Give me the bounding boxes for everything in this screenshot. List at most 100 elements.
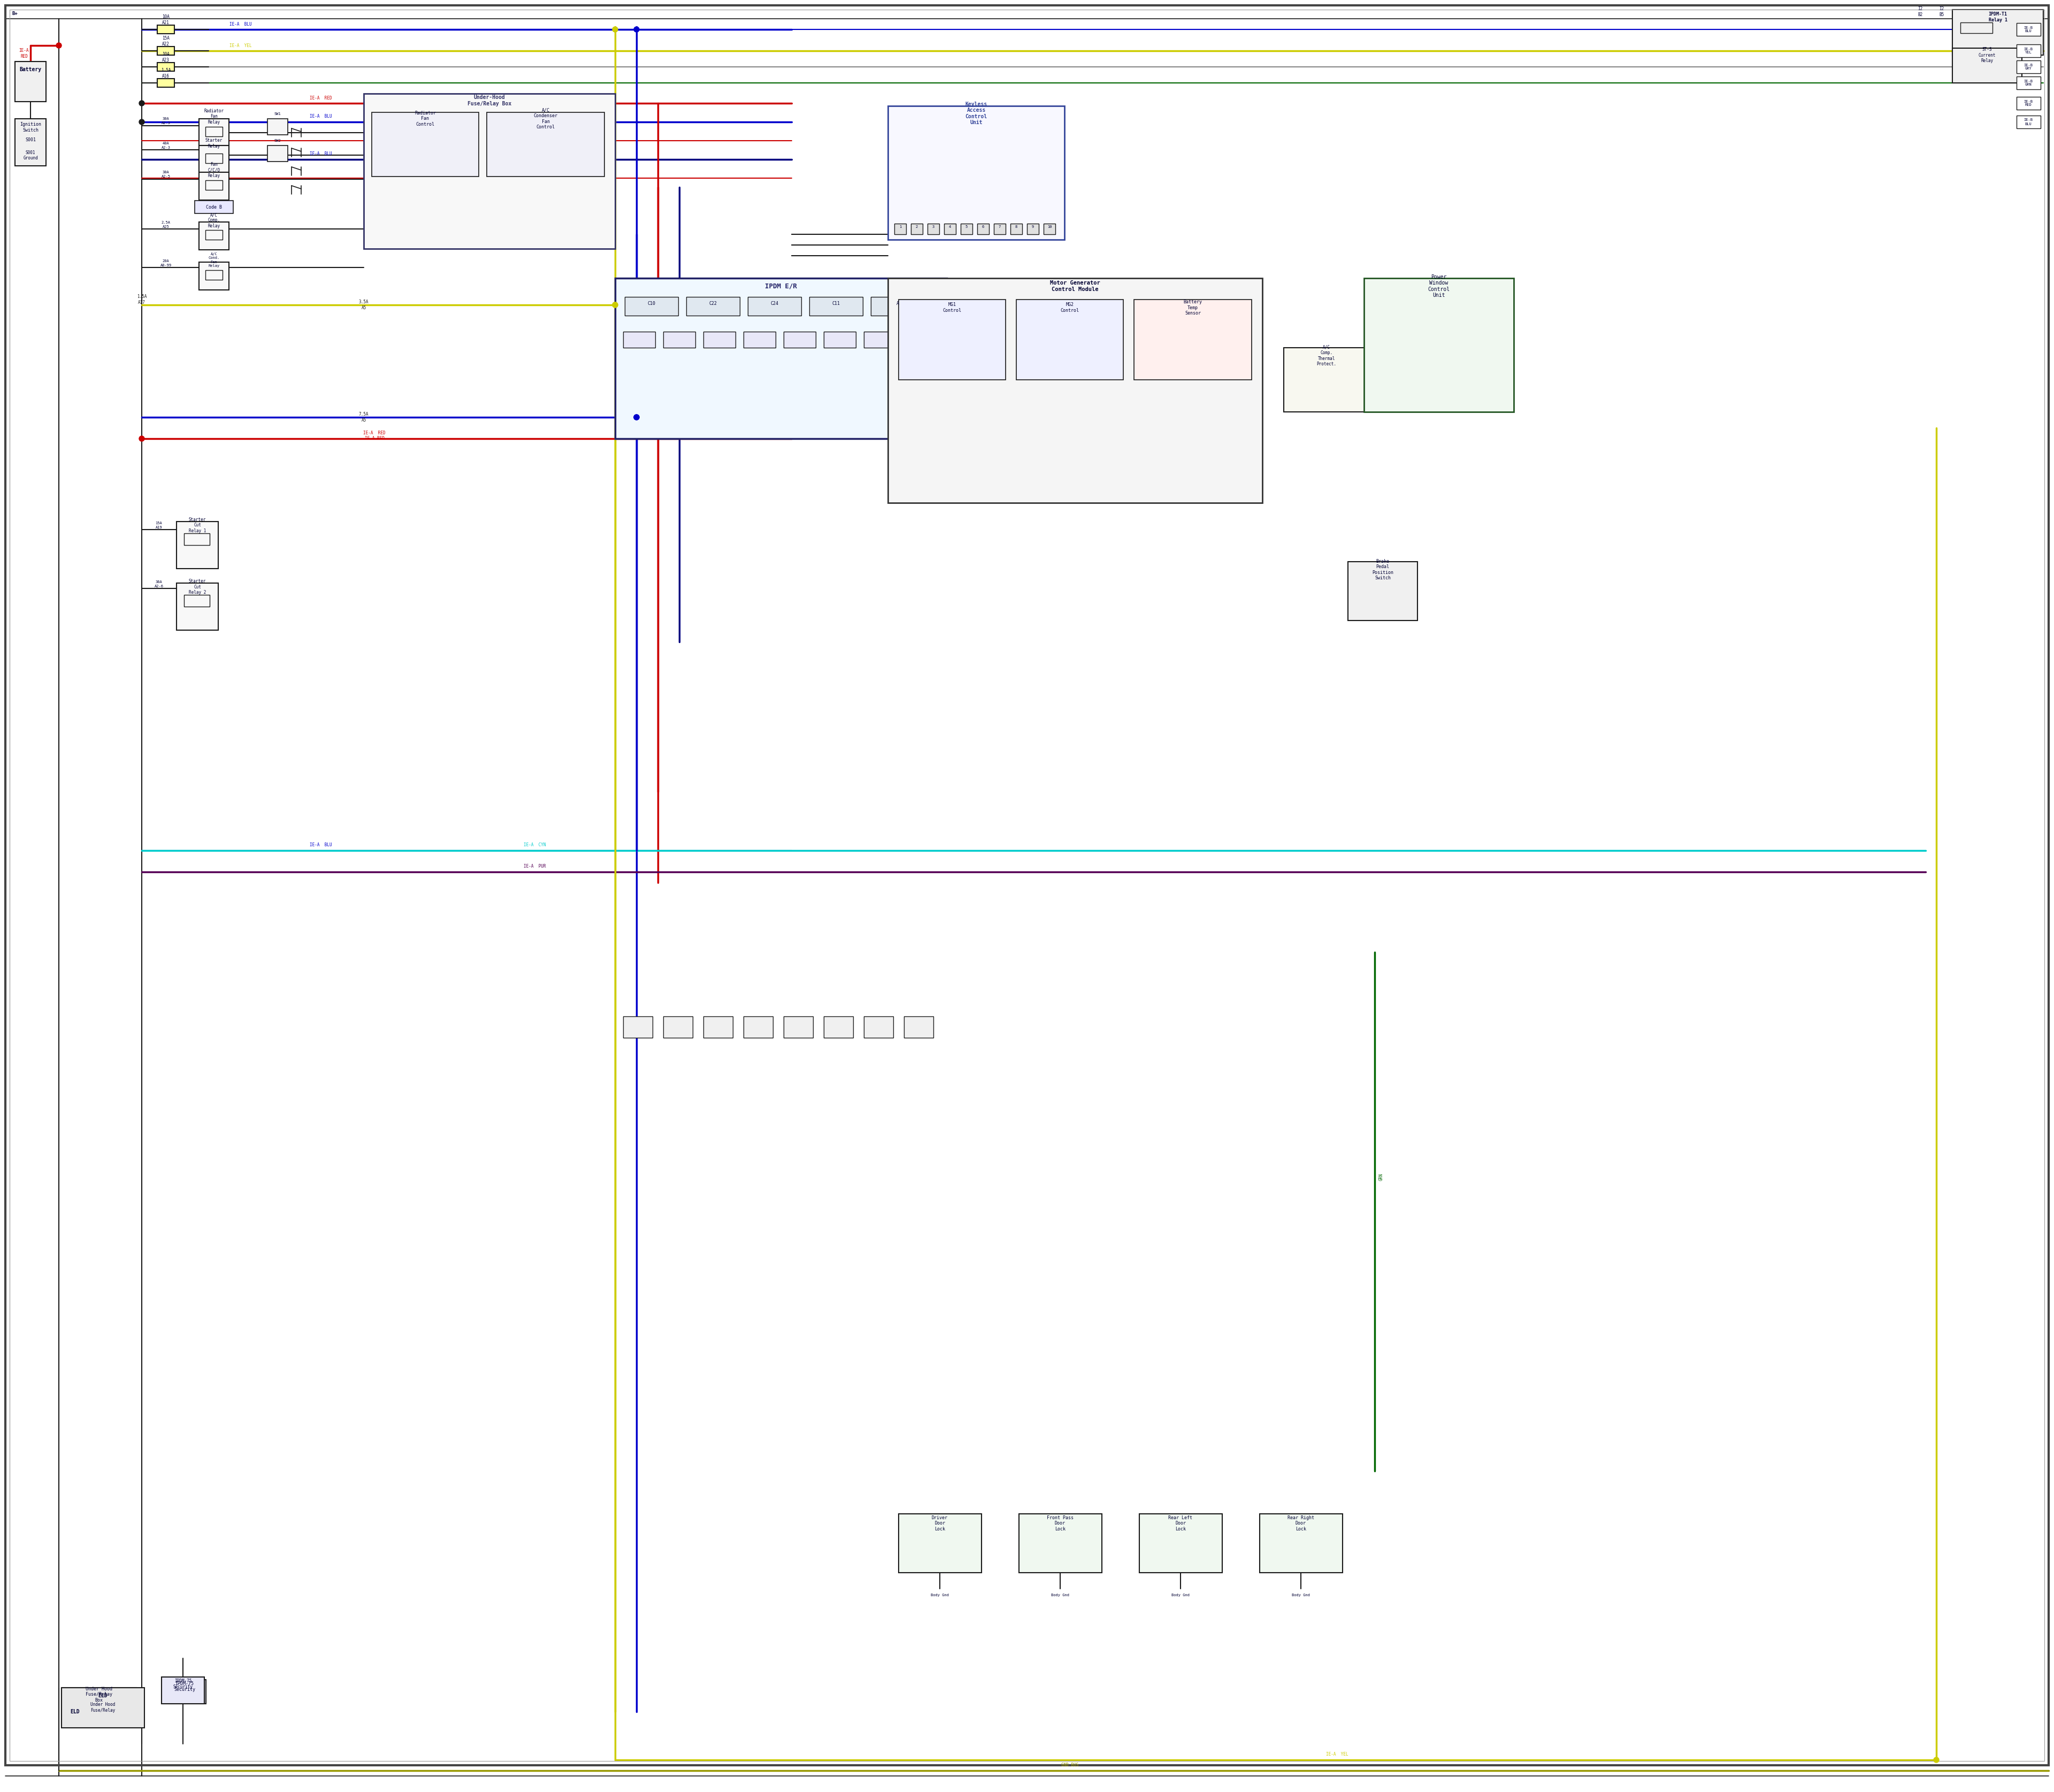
Bar — [1284, 348, 1370, 412]
Text: Body Gnd: Body Gnd — [1171, 1593, 1189, 1597]
Text: A/C
Comp.
Thermal
Protect.: A/C Comp. Thermal Protect. — [1317, 346, 1337, 367]
Text: I2
B2: I2 B2 — [1918, 7, 1923, 16]
Text: IE-A  RED: IE-A RED — [364, 430, 386, 435]
Bar — [2017, 115, 2040, 129]
Bar — [622, 1016, 653, 1038]
Bar — [185, 595, 210, 607]
Bar — [945, 224, 955, 235]
Text: 5: 5 — [965, 226, 967, 228]
Bar — [928, 224, 939, 235]
Circle shape — [1933, 1758, 1939, 1763]
Circle shape — [140, 435, 144, 441]
Text: 1.5A
A17: 1.5A A17 — [138, 294, 146, 305]
Bar — [2017, 97, 2040, 109]
Bar — [158, 63, 175, 72]
Text: Radiator
Fan
Relay: Radiator Fan Relay — [203, 109, 224, 125]
Bar — [904, 1016, 933, 1038]
Bar — [910, 224, 922, 235]
Text: 7.5A
A5: 7.5A A5 — [359, 412, 368, 423]
Bar — [622, 332, 655, 348]
Text: 15A
A22: 15A A22 — [162, 36, 170, 47]
Text: GND BUS: GND BUS — [1062, 1763, 1078, 1767]
Bar — [205, 271, 222, 280]
Text: IE-B
RED: IE-B RED — [2023, 100, 2033, 108]
Bar — [900, 299, 1006, 380]
Text: IPDM-75
Security: IPDM-75 Security — [175, 1681, 195, 1692]
Bar — [205, 154, 222, 163]
Bar — [663, 332, 696, 348]
Bar — [62, 1688, 136, 1726]
Bar — [994, 224, 1006, 235]
Bar — [744, 332, 776, 348]
Bar — [205, 181, 222, 190]
Bar — [158, 79, 175, 88]
Bar — [487, 113, 604, 177]
Text: IE-A  YEL: IE-A YEL — [1327, 1753, 1347, 1756]
Bar — [893, 224, 906, 235]
Text: IE-A  YEL: IE-A YEL — [230, 43, 253, 48]
Text: Starter
Relay: Starter Relay — [205, 138, 222, 149]
Text: A/C
Condenser
Fan
Control: A/C Condenser Fan Control — [534, 108, 557, 129]
Text: IE-A  BLU: IE-A BLU — [310, 842, 333, 848]
Text: Body Gnd: Body Gnd — [1052, 1593, 1070, 1597]
Bar — [1140, 1514, 1222, 1573]
Text: Fan
C/C/O
Relay: Fan C/C/O Relay — [207, 161, 220, 177]
Text: Under-Hood
Fuse/Relay Box: Under-Hood Fuse/Relay Box — [468, 95, 511, 106]
Text: S001: S001 — [25, 138, 35, 143]
Text: 15A
A19: 15A A19 — [156, 521, 162, 529]
Text: IPDM-T1
Relay 1: IPDM-T1 Relay 1 — [1988, 13, 2007, 22]
Bar — [865, 332, 896, 348]
Bar — [865, 1016, 893, 1038]
Bar — [199, 262, 228, 290]
Text: 2.5A
A25: 2.5A A25 — [162, 220, 170, 228]
Text: IE-A
RED: IE-A RED — [18, 48, 29, 59]
Bar — [614, 278, 947, 439]
Bar — [162, 1677, 203, 1704]
Text: 20A
A0-99: 20A A0-99 — [160, 260, 170, 267]
Bar — [1953, 48, 2021, 82]
Text: Keyless
Access
Control
Unit: Keyless Access Control Unit — [965, 102, 988, 125]
Bar — [1259, 1514, 1343, 1573]
Text: Battery
Temp
Sensor: Battery Temp Sensor — [1183, 299, 1202, 315]
Text: IE-B
BLU: IE-B BLU — [2023, 25, 2033, 32]
Text: IE-B
GRN: IE-B GRN — [2023, 79, 2033, 86]
Text: Body Gnd: Body Gnd — [1292, 1593, 1310, 1597]
Bar — [1347, 561, 1417, 620]
Bar — [158, 25, 175, 34]
Text: 36A
A2-6: 36A A2-6 — [154, 581, 164, 588]
Text: IPDM E/R: IPDM E/R — [764, 283, 797, 290]
Text: 6: 6 — [982, 226, 984, 228]
Text: 8: 8 — [1015, 226, 1017, 228]
Text: ELD: ELD — [70, 1710, 80, 1715]
Text: 1.5A
A16: 1.5A A16 — [160, 68, 170, 79]
Text: 10A
A21: 10A A21 — [162, 14, 170, 25]
Circle shape — [612, 27, 618, 32]
Bar — [2017, 61, 2040, 73]
Bar — [158, 47, 175, 56]
Text: 3: 3 — [933, 226, 935, 228]
Bar — [624, 297, 678, 315]
Text: 30A
A2-5: 30A A2-5 — [162, 170, 170, 177]
Text: Battery: Battery — [18, 66, 41, 72]
Circle shape — [140, 120, 144, 125]
Text: 9: 9 — [1031, 226, 1033, 228]
Circle shape — [612, 303, 618, 308]
Text: Ground: Ground — [23, 156, 37, 159]
Text: Power
Window
Control
Unit: Power Window Control Unit — [1428, 274, 1450, 297]
Text: 10: 10 — [1048, 226, 1052, 228]
Text: C11: C11 — [832, 301, 840, 306]
Text: 4: 4 — [949, 226, 951, 228]
Bar — [2017, 77, 2040, 90]
Text: 3.5A
A5: 3.5A A5 — [359, 299, 368, 310]
Bar — [2017, 23, 2040, 36]
Text: Brake
Pedal
Position
Switch: Brake Pedal Position Switch — [1372, 559, 1393, 581]
Bar — [177, 582, 218, 631]
Text: 7: 7 — [998, 226, 1000, 228]
Text: 30A
A2-3: 30A A2-3 — [162, 118, 170, 124]
Text: C22: C22 — [709, 301, 717, 306]
Circle shape — [55, 43, 62, 48]
Text: Front Pass
Door
Lock: Front Pass Door Lock — [1048, 1516, 1074, 1532]
Text: MG1
Control: MG1 Control — [943, 303, 961, 314]
Text: B+: B+ — [12, 11, 18, 16]
Text: Rear Right
Door
Lock: Rear Right Door Lock — [1288, 1516, 1315, 1532]
